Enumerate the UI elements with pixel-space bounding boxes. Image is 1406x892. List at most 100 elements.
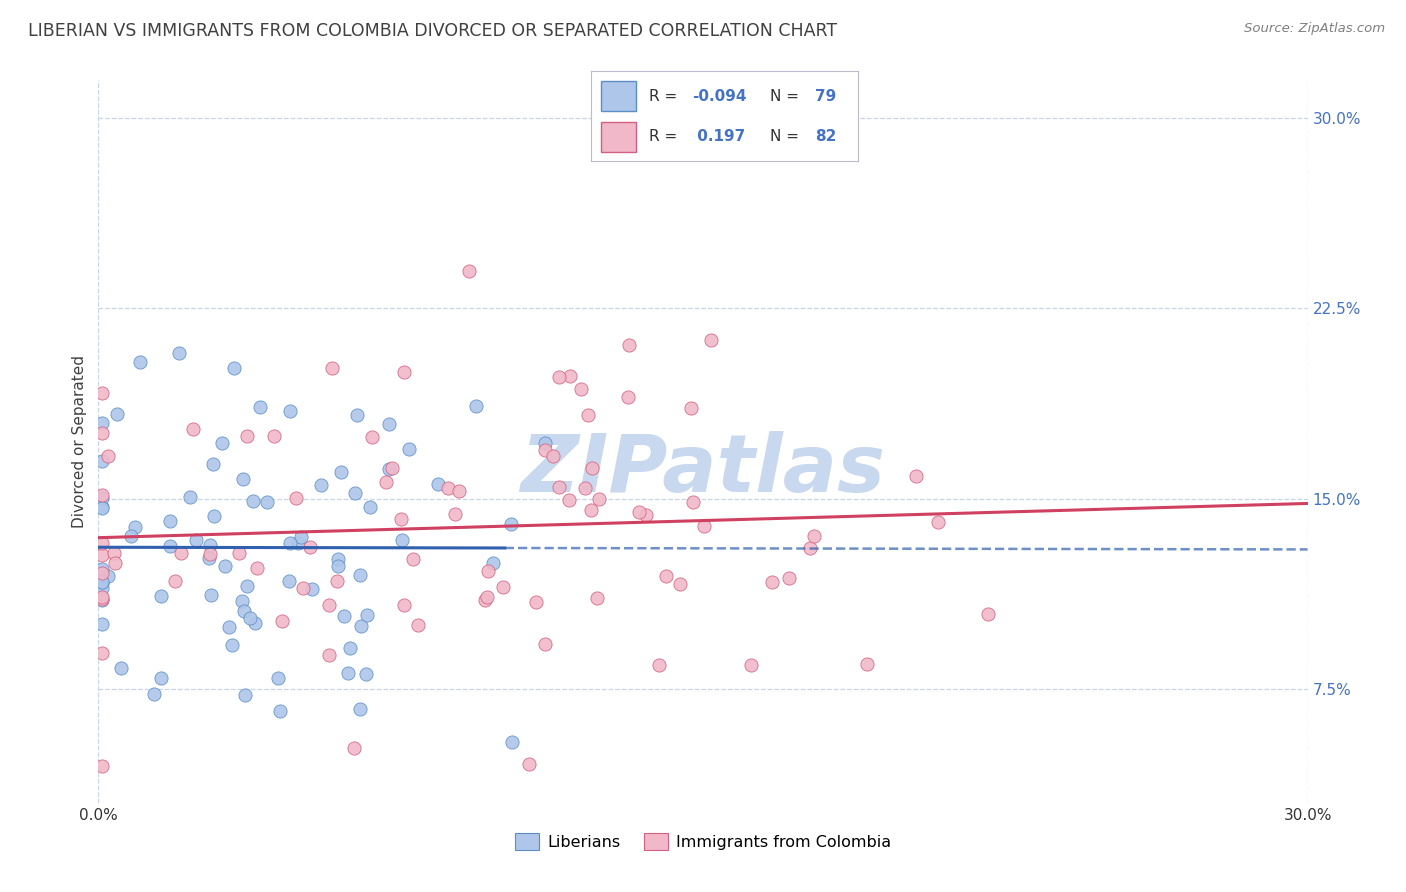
Point xyxy=(378,462,401,476)
Point xyxy=(159,515,181,529)
Text: 82: 82 xyxy=(815,129,837,144)
Point xyxy=(218,620,240,634)
Point xyxy=(581,461,603,475)
Point xyxy=(389,511,412,525)
Point xyxy=(91,591,114,606)
Point xyxy=(91,491,114,506)
Point xyxy=(198,537,221,551)
Point xyxy=(321,360,343,375)
Point xyxy=(186,533,208,547)
Point xyxy=(588,491,610,506)
Point xyxy=(571,382,593,396)
Point xyxy=(246,561,269,575)
Point xyxy=(333,609,356,624)
Point xyxy=(97,568,120,582)
Point xyxy=(534,443,557,458)
Point xyxy=(221,639,243,653)
Point xyxy=(856,657,879,671)
Point xyxy=(91,566,114,581)
Point xyxy=(256,495,278,509)
Point xyxy=(91,646,114,660)
Point xyxy=(91,574,114,589)
Point xyxy=(91,562,114,576)
Point xyxy=(91,592,114,607)
Point xyxy=(361,430,384,444)
Point xyxy=(501,734,523,748)
Point xyxy=(181,422,204,436)
Y-axis label: Divorced or Separated: Divorced or Separated xyxy=(72,355,87,528)
Point xyxy=(287,536,309,550)
Point xyxy=(91,590,114,604)
Point xyxy=(91,454,114,468)
Point xyxy=(534,637,557,651)
Point xyxy=(349,702,371,716)
Point xyxy=(301,582,323,596)
Point xyxy=(517,757,540,772)
Point xyxy=(284,491,307,505)
Point xyxy=(359,500,381,515)
Point xyxy=(104,557,127,571)
Point xyxy=(170,546,193,560)
Point xyxy=(202,509,225,524)
Point xyxy=(277,574,299,589)
Point xyxy=(91,759,114,773)
Point xyxy=(269,704,291,718)
Point xyxy=(374,475,396,490)
Point xyxy=(309,478,332,492)
Point xyxy=(142,688,165,702)
Text: -0.094: -0.094 xyxy=(692,89,747,103)
Point xyxy=(243,615,266,630)
Point xyxy=(381,461,404,475)
Text: LIBERIAN VS IMMIGRANTS FROM COLOMBIA DIVORCED OR SEPARATED CORRELATION CHART: LIBERIAN VS IMMIGRANTS FROM COLOMBIA DIV… xyxy=(28,22,837,40)
Point xyxy=(548,480,571,494)
Point xyxy=(350,619,373,633)
Point xyxy=(91,385,114,400)
Point xyxy=(343,486,366,500)
Point xyxy=(91,425,114,440)
Point xyxy=(163,574,186,589)
Point xyxy=(586,591,609,605)
Point xyxy=(378,417,401,432)
Point xyxy=(699,333,721,347)
Point xyxy=(91,500,114,514)
Point xyxy=(427,476,450,491)
Point xyxy=(349,568,371,582)
Point xyxy=(290,530,312,544)
Point xyxy=(356,666,378,681)
Point xyxy=(648,658,671,673)
Point xyxy=(149,589,172,603)
Point xyxy=(222,360,245,375)
Point xyxy=(574,481,596,495)
Point xyxy=(202,458,225,472)
Point xyxy=(271,614,294,628)
Point xyxy=(401,552,423,566)
Point xyxy=(339,641,361,656)
Point xyxy=(291,582,314,596)
Point xyxy=(267,671,290,685)
Point xyxy=(444,508,467,522)
Bar xyxy=(602,122,636,152)
Point xyxy=(120,529,142,543)
Point xyxy=(356,607,378,622)
Point xyxy=(91,574,114,589)
Bar xyxy=(602,81,636,111)
Point xyxy=(239,611,262,625)
Point xyxy=(465,399,488,413)
Point xyxy=(128,354,150,368)
Point xyxy=(627,505,650,519)
Point xyxy=(904,469,927,483)
Point xyxy=(211,436,233,450)
Text: ZIPatlas: ZIPatlas xyxy=(520,432,886,509)
Point xyxy=(278,404,301,418)
Point xyxy=(406,618,429,632)
Point xyxy=(326,574,349,589)
Point xyxy=(232,472,254,486)
Point xyxy=(669,577,692,591)
Text: R =: R = xyxy=(650,89,682,103)
Point xyxy=(499,517,522,532)
Point xyxy=(579,503,602,517)
Point xyxy=(159,539,181,553)
Point xyxy=(576,408,599,422)
Point xyxy=(457,264,479,278)
Point xyxy=(449,483,471,498)
